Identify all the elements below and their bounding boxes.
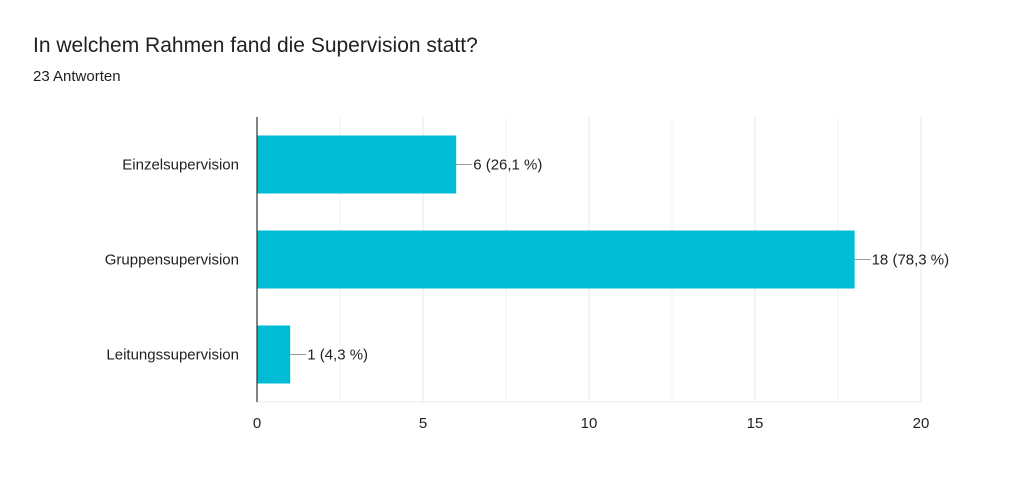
x-tick-label-0: 0 [253,415,261,432]
x-tick-label-5: 5 [419,415,427,432]
category-label-leitungssupervision: Leitungssupervision [106,347,239,364]
bar-gruppensupervision [257,230,855,289]
category-label-einzelsupervision: Einzelsupervision [122,157,239,174]
bar-leitungssupervision [257,325,291,384]
data-label-einzelsupervision: 6 (26,1 %) [473,157,542,174]
data-label-gruppensupervision: 18 (78,3 %) [872,252,950,269]
x-tick-label-15: 15 [747,415,764,432]
data-label-leitungssupervision: 1 (4,3 %) [307,347,368,364]
x-tick-label-20: 20 [913,415,930,432]
x-tick-label-10: 10 [581,415,598,432]
response-count: 23 Antworten [33,68,121,85]
chart-title: In welchem Rahmen fand die Supervision s… [33,34,478,57]
bar-einzelsupervision [257,135,457,194]
category-label-gruppensupervision: Gruppensupervision [105,252,239,269]
